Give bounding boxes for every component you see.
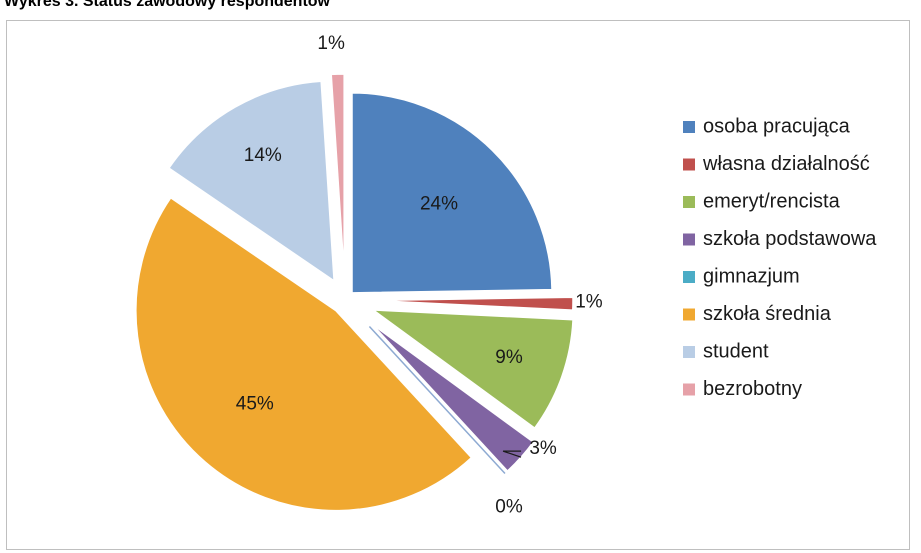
- pie-slice-wlasna-dzialalnosc: [373, 297, 573, 310]
- data-label-szkola-podstawowa: 3%: [529, 438, 557, 459]
- legend-swatch-szkola-srednia: [683, 309, 695, 321]
- legend-swatch-student: [683, 346, 695, 358]
- legend-label-emeryt-rencista: emeryt/rencista: [703, 190, 841, 212]
- legend-swatch-wlasna-dzialalnosc: [683, 159, 695, 171]
- legend-label-szkola-podstawowa: szkoła podstawowa: [703, 228, 877, 250]
- data-label-gimnazjum: 0%: [495, 497, 523, 518]
- data-label-bezrobotny: 1%: [317, 33, 345, 54]
- legend-label-bezrobotny: bezrobotny: [703, 378, 802, 400]
- legend-label-wlasna-dzialalnosc: własna działalność: [702, 153, 870, 175]
- legend-swatch-osoba-pracujaca: [683, 121, 695, 133]
- pie-slice-bezrobotny: [331, 74, 344, 274]
- legend-swatch-gimnazjum: [683, 271, 695, 283]
- legend-label-szkola-srednia: szkoła średnia: [703, 303, 832, 325]
- data-label-wlasna-dzialalnosc: 1%: [575, 291, 603, 312]
- data-label-emeryt-rencista: 9%: [495, 347, 523, 368]
- legend-label-gimnazjum: gimnazjum: [703, 265, 800, 287]
- legend-swatch-szkola-podstawowa: [683, 234, 695, 246]
- legend-swatch-emeryt-rencista: [683, 196, 695, 208]
- data-label-student: 14%: [244, 145, 282, 166]
- legend-swatch-bezrobotny: [683, 384, 695, 396]
- legend-label-student: student: [703, 340, 769, 362]
- data-label-osoba-pracujaca: 24%: [420, 193, 458, 214]
- legend-label-osoba-pracujaca: osoba pracująca: [703, 115, 851, 137]
- data-label-szkola-srednia: 45%: [236, 393, 274, 414]
